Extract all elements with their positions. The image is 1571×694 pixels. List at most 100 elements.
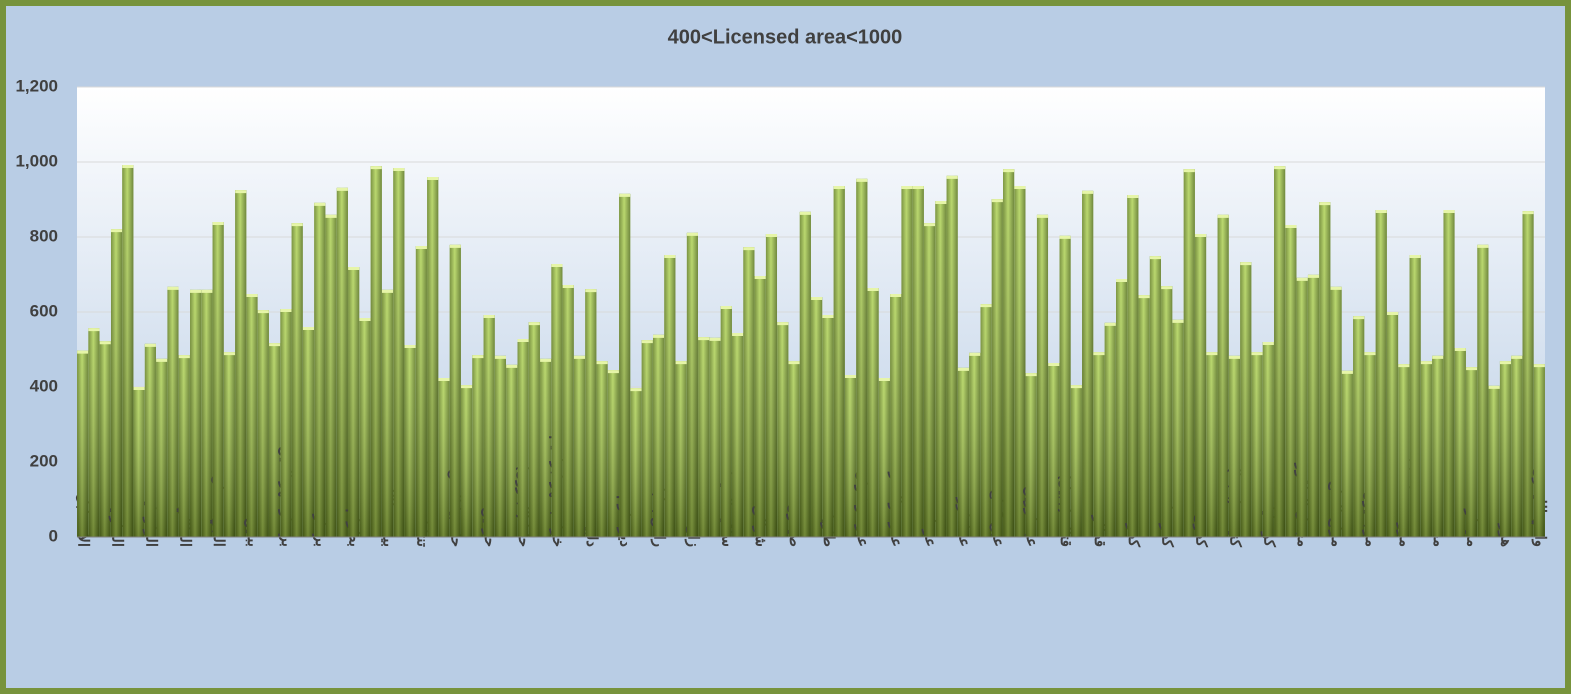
bar-face: [1240, 262, 1252, 266]
bar-face: [393, 168, 405, 171]
bar: [856, 178, 868, 537]
bar-face: [122, 165, 134, 537]
bar-face: [348, 267, 360, 537]
bar-face: [720, 306, 732, 537]
bar-face: [280, 309, 292, 537]
bar-face: [799, 211, 811, 537]
bar: [257, 310, 269, 537]
bar-face: [573, 355, 586, 359]
bar: [1443, 210, 1455, 537]
bar-face: [1172, 319, 1184, 323]
bar-face: [1217, 214, 1229, 218]
bar: [844, 375, 857, 537]
bar-face: [1522, 211, 1534, 215]
bar-face: [788, 361, 800, 537]
bar-face: [596, 361, 608, 365]
bar-face: [1296, 277, 1308, 281]
bar-face: [382, 289, 394, 293]
bar: [1420, 361, 1432, 537]
bar-face: [1533, 364, 1545, 537]
bar-face: [483, 315, 495, 318]
bar: [404, 345, 416, 537]
bar-face: [1443, 210, 1455, 537]
bar-face: [1161, 286, 1173, 290]
bar-face: [472, 355, 484, 359]
bar: [528, 322, 540, 537]
bar: [596, 361, 608, 537]
bar-face: [1003, 169, 1015, 537]
bar: [1149, 256, 1161, 537]
bar-face: [246, 294, 258, 297]
bar-face: [1285, 225, 1297, 228]
bar-face: [653, 334, 665, 338]
bar-face: [1443, 210, 1455, 213]
bar-face: [1477, 244, 1489, 248]
bar-face: [382, 289, 394, 537]
bar-face: [1127, 195, 1139, 537]
bar-face: [1025, 373, 1037, 377]
bar-face: [1059, 235, 1071, 239]
bar: [280, 309, 292, 537]
bar-face: [811, 297, 823, 300]
bar-face: [856, 178, 868, 537]
bar-face: [449, 244, 461, 248]
bar-face: [619, 193, 631, 537]
bar-face: [528, 322, 540, 537]
bar-face: [957, 367, 969, 371]
bar: [1353, 316, 1365, 537]
bar: [1285, 225, 1297, 537]
bar-face: [190, 289, 202, 293]
bar-face: [1488, 385, 1500, 537]
bar-face: [528, 322, 540, 326]
bar: [1387, 312, 1399, 537]
bar: [133, 387, 145, 537]
bar: [1307, 274, 1320, 537]
bar-face: [1353, 316, 1365, 537]
bar-face: [1454, 348, 1466, 537]
bar: [201, 289, 213, 537]
bar-face: [1070, 385, 1082, 389]
bar: [325, 214, 337, 537]
bar-face: [88, 328, 100, 332]
bar-face: [664, 255, 676, 258]
bar: [1522, 211, 1534, 537]
bar-face: [720, 306, 732, 309]
bar: [336, 187, 348, 537]
bar: [1432, 355, 1444, 537]
bar: [811, 297, 823, 537]
bar-face: [77, 350, 89, 537]
bar-face: [1059, 235, 1071, 537]
bar: [99, 341, 111, 537]
bar-face: [743, 247, 755, 537]
bar: [1499, 361, 1512, 537]
bar-face: [1014, 186, 1026, 189]
bar: [777, 322, 789, 537]
bar-face: [596, 361, 608, 537]
bar-face: [743, 247, 755, 251]
bar: [641, 340, 653, 537]
bar-face: [348, 267, 360, 270]
bar: [1138, 295, 1150, 537]
bar-face: [156, 358, 168, 362]
bar: [788, 361, 800, 537]
bar: [190, 289, 202, 537]
bar: [1014, 186, 1026, 537]
bar-face: [1195, 234, 1207, 237]
bar-face: [77, 350, 89, 354]
bar-face: [765, 234, 778, 237]
bar-face: [811, 297, 823, 537]
bar-face: [924, 223, 936, 227]
bar: [449, 244, 461, 537]
bar-face: [1466, 367, 1478, 371]
bar-face: [799, 211, 811, 215]
bar-face: [551, 264, 563, 267]
bar-face: [675, 361, 687, 365]
bar: [302, 327, 315, 537]
bar-face: [754, 276, 766, 279]
bar: [709, 337, 721, 537]
bar-face: [765, 234, 778, 537]
bar-face: [833, 186, 845, 189]
bar-face: [156, 358, 168, 537]
bar-face: [1319, 202, 1331, 206]
